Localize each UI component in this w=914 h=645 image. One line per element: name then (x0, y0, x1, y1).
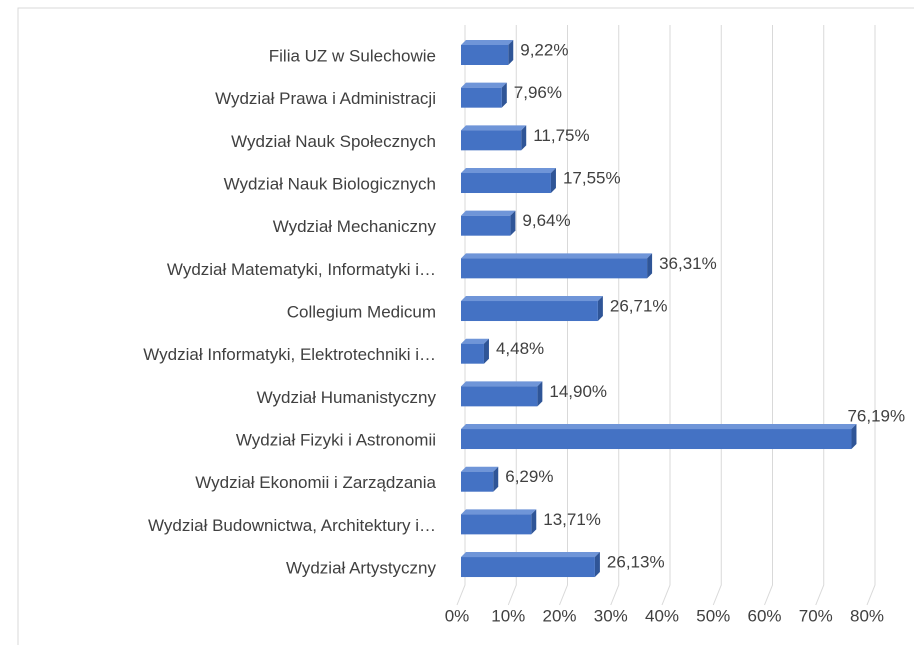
value-label: 11,75% (533, 126, 589, 145)
bar-top (461, 552, 600, 558)
grid-line (764, 25, 773, 606)
bar-top (461, 82, 507, 88)
grid-line (507, 25, 517, 606)
grid-line (866, 25, 876, 606)
bar-top (461, 253, 653, 259)
bar-end (501, 82, 507, 108)
bar (461, 87, 502, 108)
y-tick-label: Wydział Fizyki i Astronomii (236, 431, 436, 450)
y-tick-label: Wydział Informatyki, Elektrotechniki i… (143, 345, 436, 364)
grid-line (661, 25, 671, 606)
x-tick-label: 0% (445, 606, 470, 625)
bar-end (510, 210, 516, 236)
grid-line (815, 25, 825, 606)
value-label: 26,71% (610, 297, 668, 316)
value-label: 26,13% (607, 553, 665, 572)
value-label: 9,22% (520, 40, 568, 59)
value-label: 13,71% (543, 510, 601, 529)
y-tick-label: Wydział Ekonomii i Zarządzania (195, 473, 436, 492)
value-label: 7,96% (514, 83, 562, 102)
x-tick-label: 40% (645, 606, 679, 625)
y-tick-label: Filia UZ w Sulechowie (269, 46, 436, 65)
y-tick-label: Collegium Medicum (287, 303, 436, 322)
value-label: 4,48% (496, 339, 544, 358)
grid-line (456, 25, 466, 606)
bar-top (461, 168, 556, 174)
bar (461, 429, 852, 450)
value-label: 6,29% (505, 467, 553, 486)
bar-end (851, 424, 857, 450)
value-label: 36,31% (659, 254, 717, 273)
bar (461, 301, 598, 322)
bar-top (461, 125, 527, 131)
bar-top (461, 296, 603, 302)
bar (461, 386, 538, 407)
bar-top (461, 509, 537, 515)
y-tick-label: Wydział Artystyczny (286, 559, 437, 578)
bar-end (531, 509, 537, 535)
bar (461, 258, 648, 279)
bar-end (550, 168, 556, 194)
bar (461, 130, 522, 151)
x-tick-label: 20% (542, 606, 576, 625)
y-tick-label: Wydział Budownictwa, Architektury i… (148, 516, 436, 535)
bar-end (597, 296, 603, 322)
grid-line (559, 25, 568, 606)
bar (461, 514, 532, 535)
bar-end (647, 253, 653, 279)
x-tick-label: 10% (491, 606, 525, 625)
grid-line (610, 25, 620, 606)
x-tick-label: 60% (747, 606, 781, 625)
y-tick-label: Wydział Prawa i Administracji (215, 89, 436, 108)
bar (461, 557, 595, 578)
x-tick-label: 30% (594, 606, 628, 625)
bar-end (537, 381, 543, 407)
x-tick-label: 70% (799, 606, 833, 625)
bar-end (493, 466, 499, 492)
bar-top (461, 466, 499, 472)
bar-end (521, 125, 527, 151)
bar-top (461, 424, 857, 430)
chart-frame (17, 7, 914, 645)
bar-end (483, 338, 489, 364)
grid-line (712, 25, 722, 606)
bar-top (461, 381, 543, 387)
y-tick-label: Wydział Mechaniczny (273, 217, 437, 236)
bar (461, 471, 494, 492)
bar-top (461, 40, 514, 45)
y-tick-label: Wydział Matematyki, Informatyki i… (167, 260, 436, 279)
y-tick-label: Wydział Nauk Biologicznych (224, 174, 436, 193)
bar (461, 215, 511, 236)
x-tick-label: 50% (696, 606, 730, 625)
bar-end (594, 552, 600, 578)
bar (461, 45, 509, 65)
bar-top (461, 338, 489, 344)
bar (461, 343, 484, 364)
value-label: 76,19% (847, 407, 905, 426)
bar-top (461, 210, 516, 216)
value-label: 14,90% (549, 382, 607, 401)
value-label: 9,64% (522, 211, 570, 230)
bar-end (508, 40, 514, 65)
x-tick-label: 80% (850, 606, 884, 625)
y-tick-label: Wydział Nauk Społecznych (231, 132, 436, 151)
bar (461, 173, 551, 194)
y-tick-label: Wydział Humanistyczny (257, 388, 437, 407)
value-label: 17,55% (563, 168, 621, 187)
